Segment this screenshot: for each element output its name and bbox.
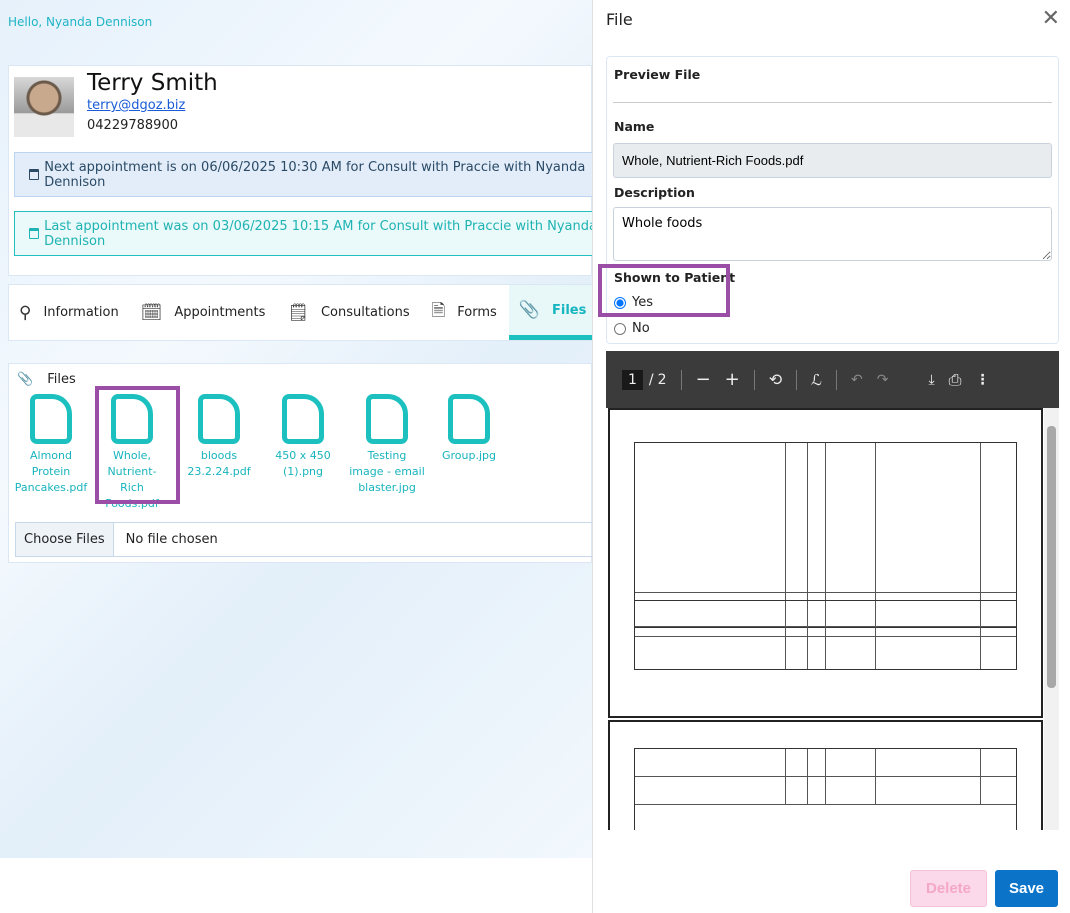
shown-to-patient-label: Shown to Patient bbox=[614, 270, 736, 285]
choose-files-button[interactable]: Choose Files bbox=[16, 523, 114, 556]
save-button[interactable]: Save bbox=[995, 870, 1058, 907]
more-options-icon[interactable]: ⋮ bbox=[975, 371, 990, 388]
tab-label: Consultations bbox=[320, 305, 410, 320]
files-header: 📎 Files bbox=[17, 372, 76, 387]
tab-label: Files bbox=[552, 302, 587, 318]
calendar-icon bbox=[29, 228, 40, 239]
patient-phone: 04229788900 bbox=[87, 118, 178, 133]
tab-forms[interactable]: 🗎 Forms bbox=[422, 285, 509, 340]
radio-no[interactable]: No bbox=[614, 321, 650, 336]
page-separator: / bbox=[648, 371, 654, 388]
selection-highlight bbox=[95, 386, 180, 504]
file-icon bbox=[111, 394, 153, 444]
undo-icon[interactable]: ↶ bbox=[850, 371, 863, 388]
radio-label: No bbox=[632, 321, 650, 336]
file-name: Testing image - email blaster.jpg bbox=[349, 449, 425, 494]
tab-information[interactable]: ⚲ Information bbox=[9, 285, 131, 340]
file-item[interactable]: Testing image - email blaster.jpg bbox=[349, 394, 425, 496]
file-item[interactable]: Group.jpg bbox=[431, 394, 507, 464]
last-appointment-text: Last appointment was on 03/06/2025 10:15… bbox=[44, 218, 597, 249]
name-field[interactable] bbox=[613, 143, 1052, 178]
avatar bbox=[14, 77, 74, 137]
notepad-icon: 🗒 bbox=[287, 302, 309, 323]
radio-yes-input[interactable] bbox=[614, 296, 626, 309]
pdf-table bbox=[634, 600, 1017, 670]
file-item[interactable]: bloods 23.2.24.pdf bbox=[181, 394, 257, 480]
file-panel: File ✕ Preview File Name Description Who… bbox=[592, 0, 1070, 913]
divider bbox=[613, 102, 1052, 103]
patient-email-link[interactable]: terry@dgoz.biz bbox=[87, 98, 186, 113]
file-item[interactable]: Almond Protein Pancakes.pdf bbox=[13, 394, 89, 496]
page-total: 2 bbox=[657, 371, 667, 388]
tab-label: Appointments bbox=[174, 305, 266, 320]
file-icon bbox=[448, 394, 490, 444]
pdf-viewer: 1 /2 − + ⟲ ℒ ↶ ↷ ⤓ ⎙ ⋮ bbox=[606, 351, 1059, 830]
pdf-pages[interactable] bbox=[606, 408, 1044, 830]
form-icon: 🗎 bbox=[431, 301, 446, 321]
file-name: bloods 23.2.24.pdf bbox=[187, 449, 251, 478]
delete-button[interactable]: Delete bbox=[910, 870, 987, 907]
tab-label: Forms bbox=[457, 305, 497, 320]
divider bbox=[680, 369, 682, 390]
divider bbox=[753, 369, 755, 390]
preview-label: Preview File bbox=[614, 67, 701, 82]
file-name: Group.jpg bbox=[441, 449, 496, 462]
tab-appointments[interactable]: 🗓 Appointments bbox=[131, 285, 278, 340]
zoom-out-icon[interactable]: − bbox=[695, 369, 711, 390]
description-field[interactable]: Whole foods bbox=[613, 207, 1052, 261]
file-icon bbox=[30, 394, 72, 444]
divider bbox=[835, 369, 837, 390]
file-name: Almond Protein Pancakes.pdf bbox=[14, 449, 88, 494]
file-icon bbox=[198, 394, 240, 444]
paperclip-icon: 📎 bbox=[17, 372, 34, 387]
radio-no-input[interactable] bbox=[614, 322, 626, 335]
pdf-page bbox=[608, 408, 1043, 718]
scrollbar-thumb[interactable] bbox=[1047, 426, 1056, 688]
next-appointment-banner: Next appointment is on 06/06/2025 10:30 … bbox=[14, 152, 604, 197]
download-icon[interactable]: ⤓ bbox=[928, 371, 935, 388]
patient-area: Hello, Nyanda Dennison Terry Smith terry… bbox=[0, 0, 604, 858]
pdf-page bbox=[608, 720, 1043, 830]
patient-name: Terry Smith bbox=[87, 70, 218, 96]
greeting: Hello, Nyanda Dennison bbox=[8, 15, 153, 29]
close-icon[interactable]: ✕ bbox=[1041, 6, 1060, 31]
file-form: Preview File Name Description Whole food… bbox=[606, 56, 1059, 344]
tab-consultations[interactable]: 🗒 Consultations bbox=[277, 285, 421, 340]
pdf-table bbox=[634, 748, 1017, 830]
pdf-scrollbar[interactable] bbox=[1044, 408, 1059, 830]
tab-label: Information bbox=[43, 305, 119, 320]
description-label: Description bbox=[614, 185, 695, 200]
files-title: Files bbox=[47, 372, 76, 387]
calendar-icon bbox=[29, 169, 40, 180]
draw-icon[interactable]: ℒ bbox=[811, 370, 822, 389]
print-icon[interactable]: ⎙ bbox=[948, 369, 962, 389]
paperclip-icon: 📎 bbox=[518, 300, 540, 320]
last-appointment-banner: Last appointment was on 03/06/2025 10:15… bbox=[14, 211, 604, 256]
radio-yes[interactable]: Yes bbox=[614, 295, 653, 310]
zoom-in-icon[interactable]: + bbox=[724, 369, 740, 390]
panel-title: File bbox=[606, 10, 633, 29]
search-icon: ⚲ bbox=[19, 302, 32, 323]
no-file-text: No file chosen bbox=[125, 532, 218, 547]
radio-label: Yes bbox=[632, 295, 653, 310]
selection-highlight bbox=[598, 264, 730, 317]
files-card: 📎 Files Almond Protein Pancakes.pdf Whole… bbox=[8, 363, 593, 563]
file-icon bbox=[366, 394, 408, 444]
divider bbox=[796, 369, 798, 390]
pdf-toolbar: 1 /2 − + ⟲ ℒ ↶ ↷ ⤓ ⎙ ⋮ bbox=[606, 351, 1059, 408]
calendar-icon: 🗓 bbox=[140, 302, 163, 323]
patient-tabs: ⚲ Information 🗓 Appointments 🗒 Consultation… bbox=[8, 284, 599, 341]
next-appointment-text: Next appointment is on 06/06/2025 10:30 … bbox=[44, 159, 586, 190]
redo-icon[interactable]: ↷ bbox=[876, 371, 889, 388]
page-number-input[interactable]: 1 bbox=[622, 369, 643, 390]
name-label: Name bbox=[614, 119, 655, 134]
file-icon bbox=[282, 394, 324, 444]
tab-files[interactable]: 📎 Files bbox=[508, 285, 599, 340]
file-name: 450 x 450 (1).png bbox=[275, 449, 331, 478]
file-upload-input[interactable]: Choose Files No file chosen bbox=[15, 522, 593, 557]
rotate-icon[interactable]: ⟲ bbox=[768, 370, 783, 389]
file-item[interactable]: 450 x 450 (1).png bbox=[265, 394, 341, 480]
